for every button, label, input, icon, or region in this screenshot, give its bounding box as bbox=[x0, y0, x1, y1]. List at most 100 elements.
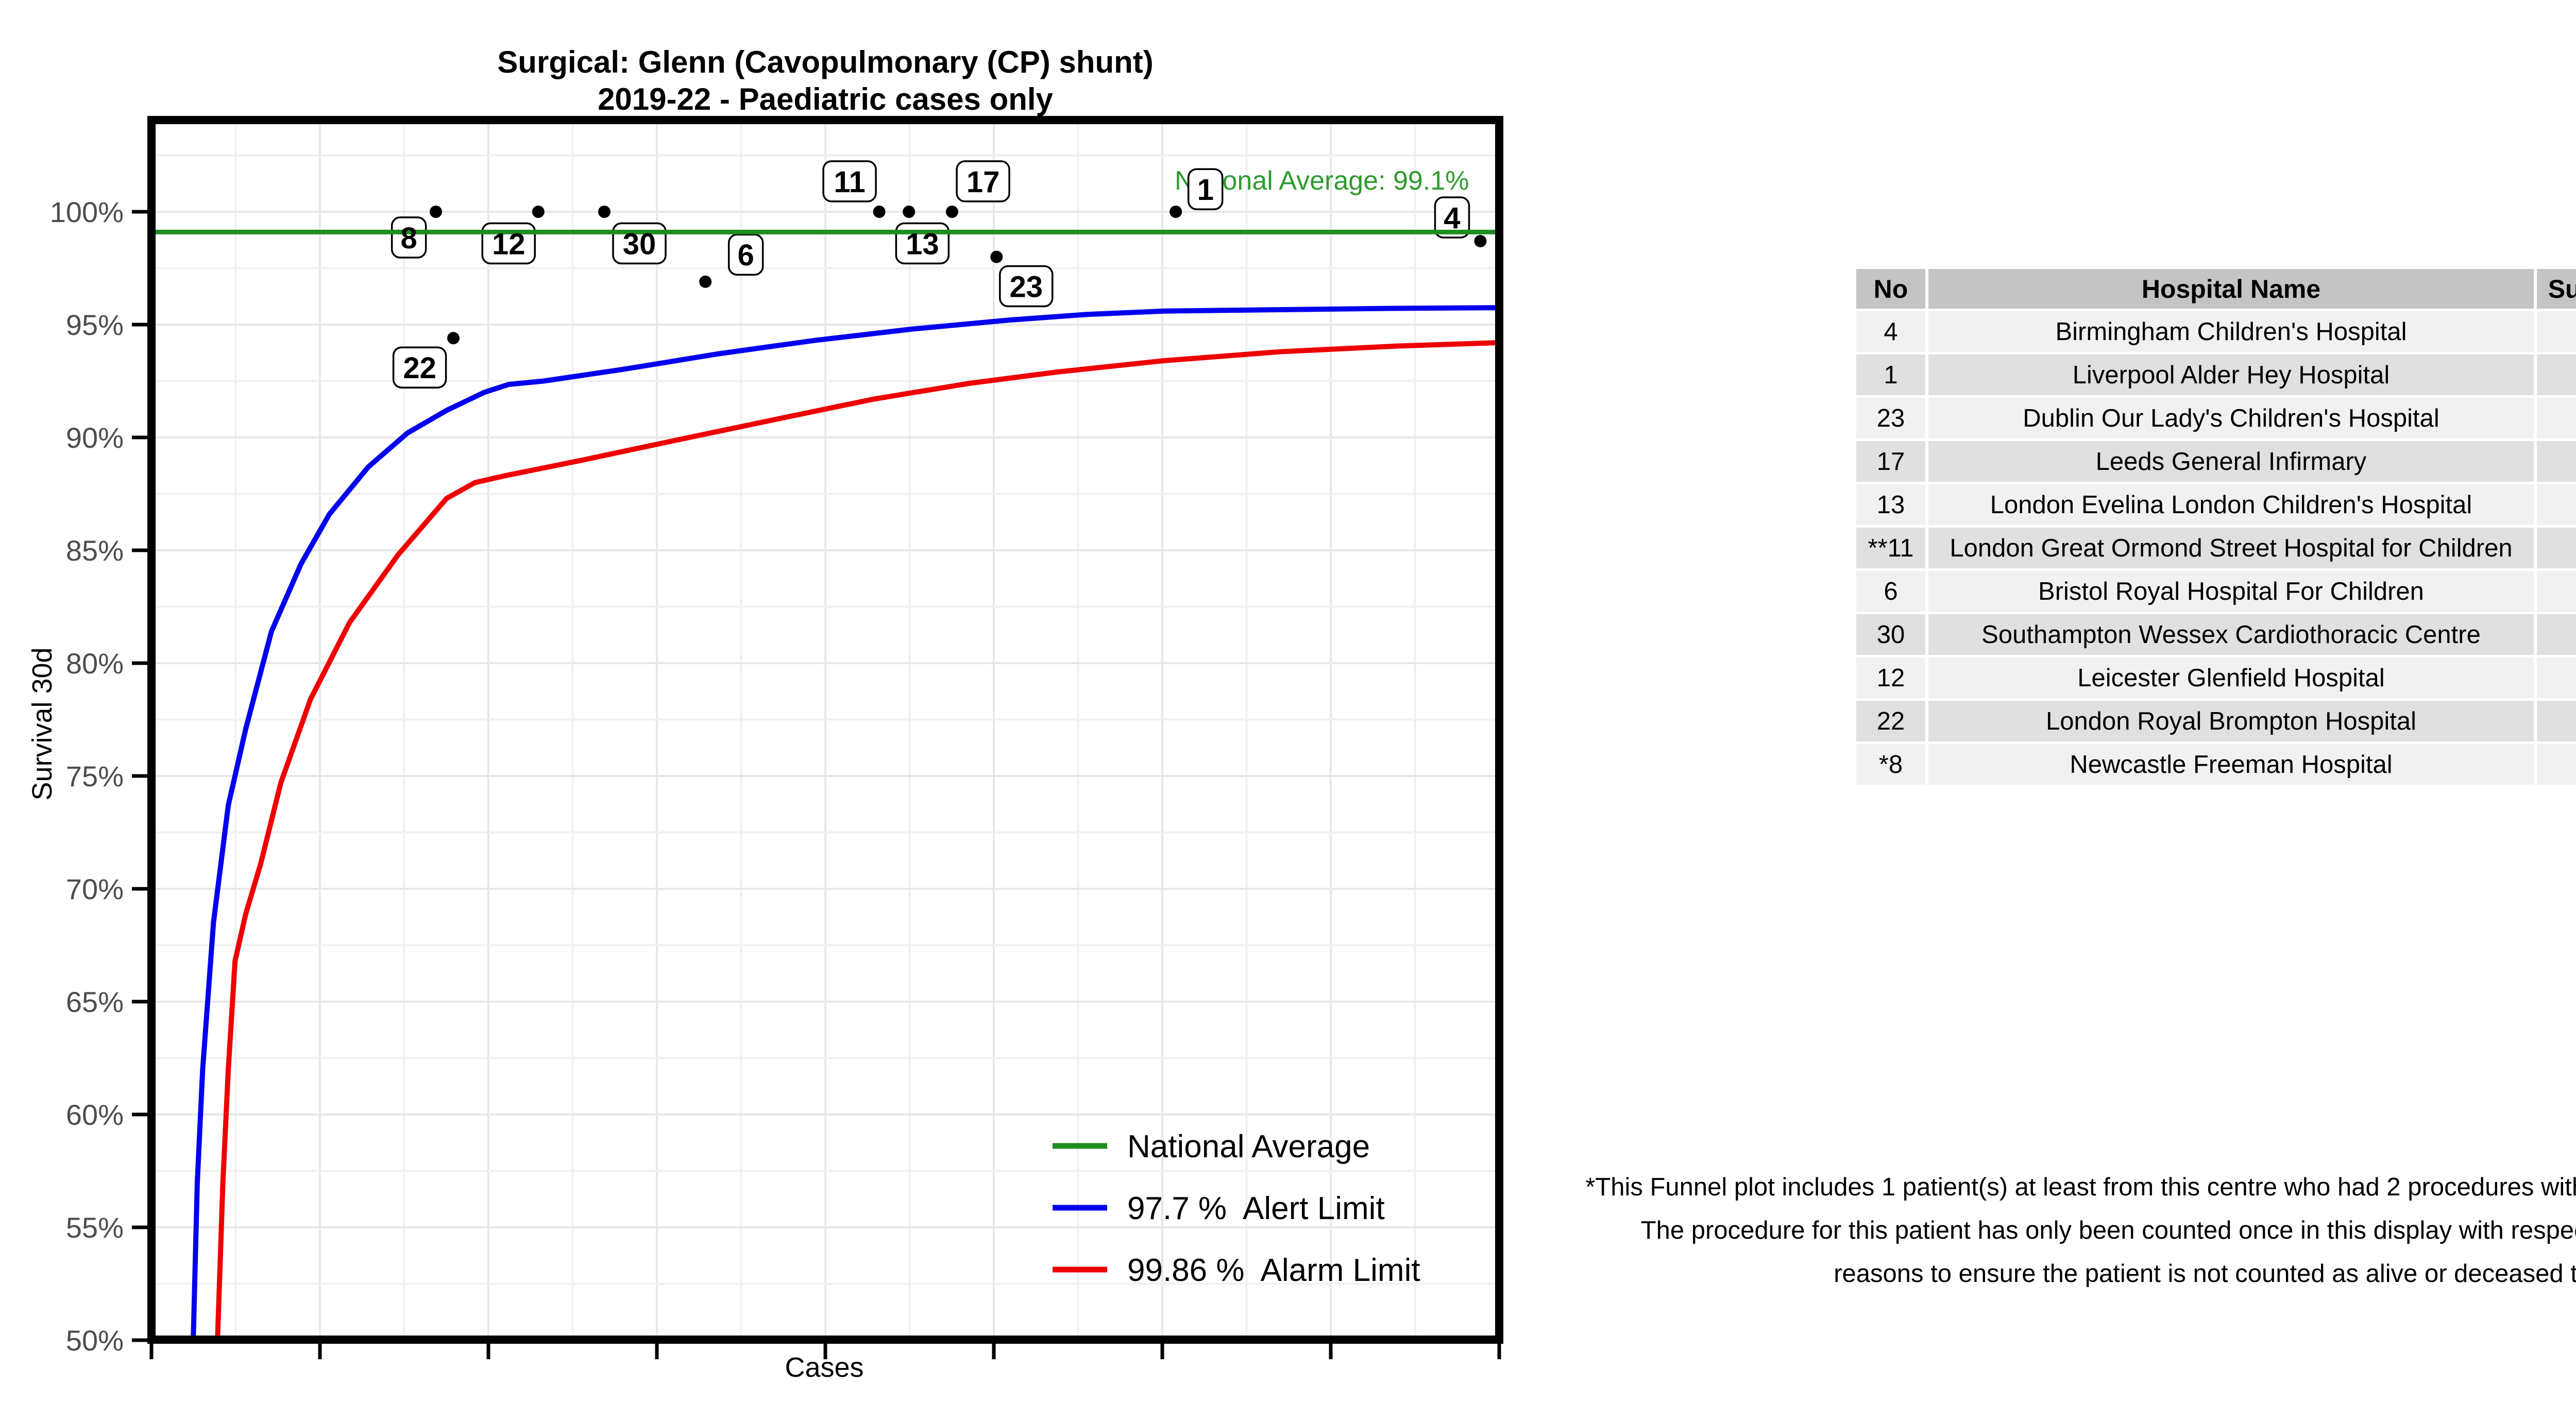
point-label: 17 bbox=[967, 165, 1000, 199]
point-label-texts: 8 22 12 30 6 11 13 17 23 1 4 bbox=[401, 165, 1461, 385]
table-cell: 100% bbox=[2537, 354, 2576, 395]
y-tick-label: 95% bbox=[66, 309, 124, 341]
point-label-box bbox=[1434, 196, 1470, 239]
table-cell: 100% bbox=[2537, 744, 2576, 785]
table-cell: Bristol Royal Hospital For Children bbox=[1928, 571, 2534, 612]
y-tick-label: 100% bbox=[50, 196, 124, 228]
point-label-box bbox=[822, 160, 877, 202]
y-axis-title: Survival 30d bbox=[27, 647, 58, 800]
table-cell: **11 bbox=[1856, 528, 1925, 568]
data-point bbox=[1170, 206, 1182, 218]
table-cell: Southampton Wessex Cardiothoracic Centre bbox=[1928, 614, 2534, 655]
table-cell: Leeds General Infirmary bbox=[1928, 441, 2534, 482]
y-tick-label: 50% bbox=[66, 1324, 124, 1357]
point-label: 6 bbox=[738, 239, 754, 272]
point-label: 23 bbox=[1010, 271, 1043, 304]
table-cell: 23 bbox=[1856, 398, 1925, 438]
plot-border-rect bbox=[147, 116, 1503, 1344]
point-label: 13 bbox=[906, 227, 939, 261]
footnote-line: The procedure for this patient has only … bbox=[1640, 1217, 2576, 1244]
data-point bbox=[532, 206, 545, 218]
y-tick-label: 55% bbox=[66, 1211, 124, 1244]
y-tick-label: 65% bbox=[66, 986, 124, 1018]
x-axis-title: Cases bbox=[785, 1352, 863, 1383]
point-label: 11 bbox=[834, 165, 865, 199]
legend-label: 99.86 % Alarm Limit bbox=[1127, 1253, 1420, 1288]
table-cell: 6 bbox=[1856, 571, 1925, 612]
footnote-line: reasons to ensure the patient is not cou… bbox=[1834, 1260, 2576, 1288]
data-point bbox=[1474, 234, 1487, 247]
point-label-box bbox=[956, 160, 1010, 202]
data-points bbox=[429, 206, 1487, 345]
table-header-cell: No bbox=[1856, 269, 1925, 309]
table-cell: Leicester Glenfield Hospital bbox=[1928, 657, 2534, 698]
table-cell: Birmingham Children's Hospital bbox=[1928, 311, 2534, 352]
point-label-box bbox=[727, 233, 764, 276]
point-label-box bbox=[999, 265, 1054, 308]
table-cell: *8 bbox=[1856, 744, 1925, 785]
table-header-cell: Survival 30d bbox=[2537, 269, 2576, 309]
y-tick-label: 80% bbox=[66, 647, 124, 680]
table-cell: 30 bbox=[1856, 614, 1925, 655]
table-cell: 13 bbox=[1856, 484, 1925, 525]
limit-curves bbox=[191, 305, 1500, 1341]
national-average-annotation: National Average: 99.1% bbox=[1175, 166, 1469, 196]
funnel-plot-svg: National Average: 99.1% 8 22 12 30 6 11 13 17 23… bbox=[27, 45, 1503, 1383]
table-cell: 97% bbox=[2537, 571, 2576, 612]
data-point bbox=[429, 206, 442, 218]
chart-legend: National Average 97.7 % Alert Limit 99.86 … bbox=[1053, 1129, 1420, 1288]
data-point bbox=[903, 206, 916, 218]
table-cell: 1 bbox=[1856, 354, 1925, 395]
gridlines bbox=[150, 120, 1500, 1341]
data-point bbox=[873, 206, 886, 218]
y-tick-labels: 100% 95% 90% 85% 80% 75% 70% 65% 60% 55% 50% bbox=[50, 196, 124, 1357]
point-label: 22 bbox=[403, 351, 436, 385]
table-cell: London Royal Brompton Hospital bbox=[1928, 701, 2534, 741]
y-tick-label: 60% bbox=[66, 1099, 124, 1131]
legend-label: 97.7 % Alert Limit bbox=[1127, 1191, 1385, 1226]
point-label-box bbox=[392, 346, 447, 388]
table-cell: 17 bbox=[1856, 441, 1925, 482]
y-tick-label: 85% bbox=[66, 534, 124, 567]
table-cell: Dublin Our Lady's Children's Hospital bbox=[1928, 398, 2534, 438]
data-point bbox=[945, 206, 958, 218]
table-cell: 100% bbox=[2537, 528, 2576, 568]
y-tick-label: 75% bbox=[66, 760, 124, 792]
alert-limit-curve bbox=[191, 305, 1500, 1341]
table-cell: 100% bbox=[2537, 441, 2576, 482]
data-point bbox=[699, 275, 712, 288]
plot-border bbox=[147, 116, 1503, 1344]
table-cell: 94% bbox=[2537, 701, 2576, 741]
table-cell: 99% bbox=[2537, 311, 2576, 352]
point-label: 4 bbox=[1444, 201, 1460, 235]
table-cell: London Great Ormond Street Hospital for … bbox=[1928, 528, 2534, 568]
data-point bbox=[598, 206, 611, 218]
table-cell: Liverpool Alder Hey Hospital bbox=[1928, 354, 2534, 395]
point-label: 8 bbox=[401, 222, 417, 255]
footnote-line: *This Funnel plot includes 1 patient(s) … bbox=[1585, 1173, 2576, 1201]
table-cell: 100% bbox=[2537, 614, 2576, 655]
y-tick-label: 70% bbox=[66, 873, 124, 905]
point-label-box bbox=[391, 216, 427, 259]
table-cell: London Evelina London Children's Hospita… bbox=[1928, 484, 2534, 525]
funnel-plot: National Average: 99.1% 8 22 12 30 6 11 13 17 23… bbox=[27, 45, 1503, 1383]
point-label: 1 bbox=[1197, 173, 1214, 207]
table-cell: 98% bbox=[2537, 398, 2576, 438]
footnote: *This Funnel plot includes 1 patient(s) … bbox=[1556, 1165, 2576, 1295]
table-cell: Newcastle Freeman Hospital bbox=[1928, 744, 2534, 785]
chart-title: Surgical: Glenn (Cavopulmonary (CP) shun… bbox=[497, 45, 1153, 79]
table-header-cell: Hospital Name bbox=[1928, 269, 2534, 309]
axis-ticks bbox=[132, 210, 1501, 1359]
table-cell: 4 bbox=[1856, 311, 1925, 352]
legend-label: National Average bbox=[1127, 1129, 1370, 1164]
point-label-box bbox=[1187, 168, 1224, 210]
chart-subtitle: 2019-22 - Paediatric cases only bbox=[598, 82, 1053, 116]
point-label: 30 bbox=[623, 227, 656, 261]
table-cell: 22 bbox=[1856, 701, 1925, 741]
point-label: 12 bbox=[492, 227, 526, 261]
data-point bbox=[447, 332, 460, 345]
y-tick-label: 90% bbox=[66, 421, 124, 454]
alarm-limit-curve bbox=[215, 340, 1500, 1341]
table-cell: 12 bbox=[1856, 657, 1925, 698]
